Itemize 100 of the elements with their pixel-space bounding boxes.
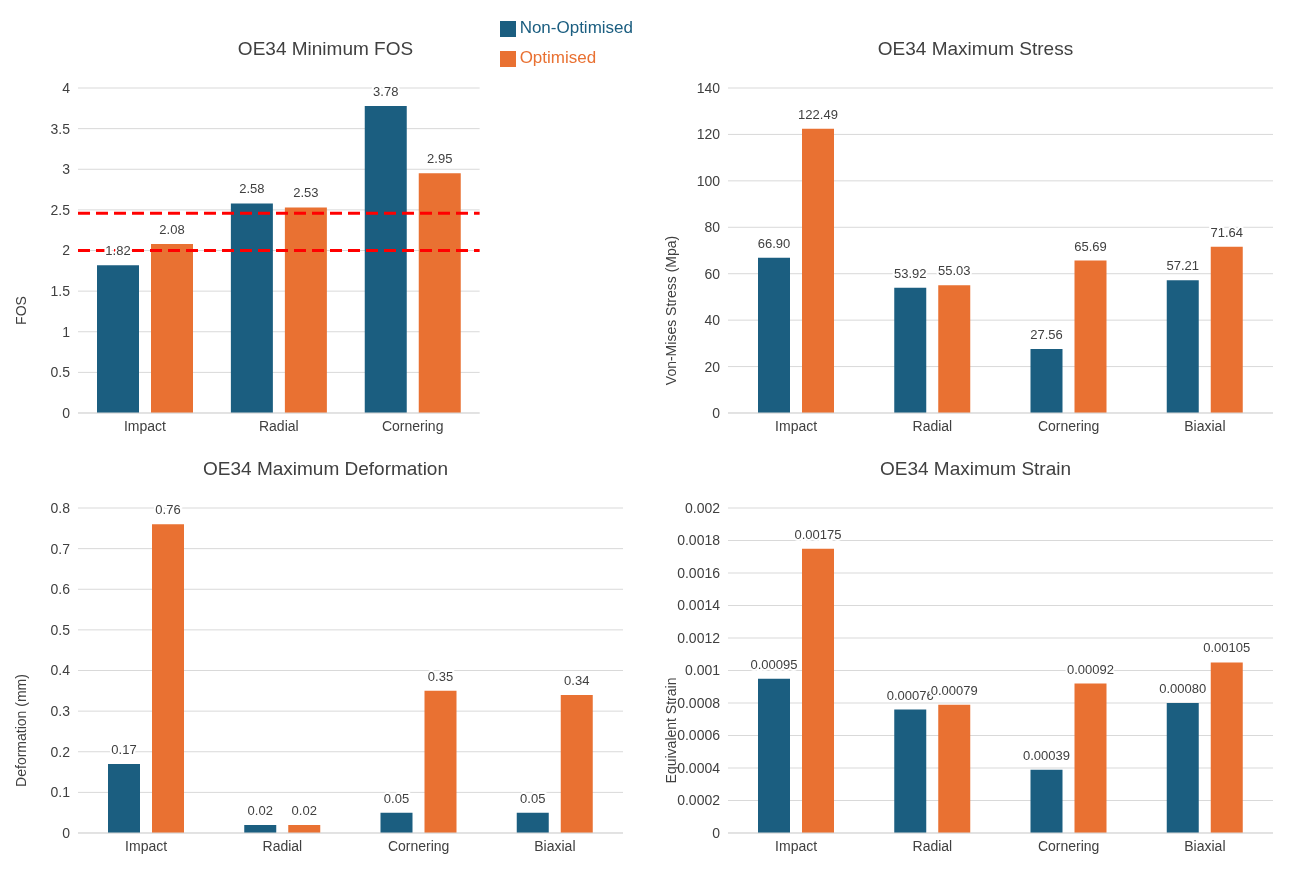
bar — [230, 203, 273, 413]
y-tick-label: 80 — [704, 219, 721, 236]
x-tick-label: Cornering — [387, 837, 450, 854]
bar — [1074, 260, 1107, 413]
y-tick-label: 0 — [712, 824, 721, 841]
bar — [894, 287, 927, 413]
x-tick-label: Cornering — [1037, 837, 1100, 854]
bar — [802, 548, 834, 833]
bar — [894, 709, 927, 833]
y-tick-label: 4 — [62, 79, 71, 96]
data-label: 2.53 — [293, 185, 319, 201]
data-label: 3.78 — [373, 83, 399, 99]
x-tick-label: Cornering — [381, 417, 444, 434]
bar — [1210, 662, 1243, 833]
y-tick-label: 0.0008 — [677, 694, 721, 711]
bar — [152, 524, 184, 833]
y-tick-label: 0.0012 — [677, 629, 721, 646]
data-label: 1.82 — [105, 243, 131, 259]
y-tick-label: 0.6 — [50, 581, 71, 598]
y-tick-label: 0.0006 — [677, 727, 721, 744]
bar — [758, 257, 790, 413]
x-tick-label: Biaxial — [1184, 837, 1226, 854]
bar — [284, 207, 327, 413]
y-tick-label: 0.8 — [50, 499, 71, 516]
data-label: 71.64 — [1210, 224, 1244, 240]
data-label: 57.21 — [1166, 258, 1200, 274]
y-tick-label: 120 — [696, 126, 721, 143]
x-tick-label: Radial — [912, 837, 953, 854]
y-tick-label: 0.1 — [50, 784, 71, 801]
y-tick-label: 0 — [62, 404, 71, 421]
bar — [108, 763, 140, 833]
y-tick-label: 2.5 — [50, 201, 71, 218]
x-tick-label: Biaxial — [1184, 417, 1226, 434]
data-label: 2.08 — [159, 222, 185, 237]
y-tick-label: 40 — [704, 312, 721, 329]
data-label: 0.17 — [111, 741, 137, 757]
bar — [1030, 769, 1063, 833]
chart-title: OE34 Maximum Strain — [878, 458, 1073, 481]
y-tick-label: 0.4 — [50, 662, 71, 679]
bar — [1074, 683, 1107, 833]
legend-label: Optimised — [519, 48, 597, 67]
y-tick-label: 0.0016 — [677, 564, 721, 581]
data-label: 2.58 — [239, 181, 265, 197]
y-tick-label: 3 — [62, 161, 71, 178]
data-label: 0.34 — [564, 672, 590, 688]
data-label: 0.00095 — [750, 656, 798, 672]
y-axis-title: FOS — [12, 296, 29, 325]
data-label: 0.05 — [520, 790, 546, 806]
data-label: 0.00092 — [1067, 661, 1114, 677]
chart-title: OE34 Maximum Stress — [876, 38, 1075, 61]
y-tick-label: 0.7 — [50, 540, 71, 557]
y-tick-label: 60 — [704, 265, 721, 282]
bar — [1210, 246, 1243, 413]
bar — [1166, 703, 1199, 833]
bar — [151, 244, 193, 413]
x-tick-label: Impact — [775, 837, 818, 854]
y-axis-title: Deformation (mm) — [12, 674, 29, 787]
bar — [758, 678, 790, 833]
data-label: 65.69 — [1074, 238, 1107, 254]
data-label: 0.00105 — [1203, 640, 1251, 656]
data-label: 0.35 — [427, 668, 454, 684]
data-label: 27.56 — [1030, 327, 1063, 343]
y-tick-label: 0.0018 — [677, 532, 721, 549]
bar — [560, 694, 593, 833]
data-label: 66.90 — [757, 235, 791, 251]
y-axis-title: Von-Mises Stress (Mpa) — [662, 235, 679, 386]
bar — [938, 704, 971, 833]
chart-title: OE34 Maximum Deformation — [202, 458, 449, 481]
data-label: 122.49 — [798, 106, 838, 122]
y-tick-label: 20 — [704, 358, 721, 375]
x-tick-label: Impact — [125, 837, 168, 854]
data-label: 0.00080 — [1159, 681, 1207, 696]
y-tick-label: 3.5 — [50, 120, 71, 137]
y-tick-label: 0.0014 — [677, 597, 721, 614]
data-label: 0.02 — [291, 802, 317, 818]
bar — [1030, 349, 1063, 413]
y-tick-label: 0.002 — [684, 499, 721, 516]
y-tick-label: 0.5 — [50, 621, 71, 638]
data-label: 53.92 — [893, 265, 927, 281]
x-tick-label: Radial — [262, 837, 303, 854]
y-tick-label: 2 — [62, 242, 71, 259]
y-axis-title: Equivalent Strain — [662, 677, 679, 784]
x-tick-label: Impact — [123, 417, 167, 434]
x-tick-label: Cornering — [1037, 417, 1100, 434]
y-tick-label: 0.2 — [50, 743, 71, 760]
y-tick-label: 0.001 — [684, 662, 721, 679]
bar — [418, 173, 461, 413]
y-tick-label: 1 — [62, 323, 71, 340]
y-tick-label: 1.5 — [50, 283, 71, 300]
bar — [364, 105, 407, 413]
x-tick-label: Impact — [775, 417, 818, 434]
y-tick-label: 0.5 — [50, 364, 71, 381]
data-label: 55.03 — [937, 263, 971, 279]
bar — [802, 128, 834, 413]
chart-title: OE34 Minimum FOS — [237, 38, 414, 59]
bar — [97, 265, 139, 413]
data-label: 0.76 — [155, 502, 181, 518]
data-label: 0.05 — [383, 790, 410, 806]
legend-label: Non-Optimised — [519, 18, 633, 37]
y-tick-label: 0 — [712, 404, 721, 421]
